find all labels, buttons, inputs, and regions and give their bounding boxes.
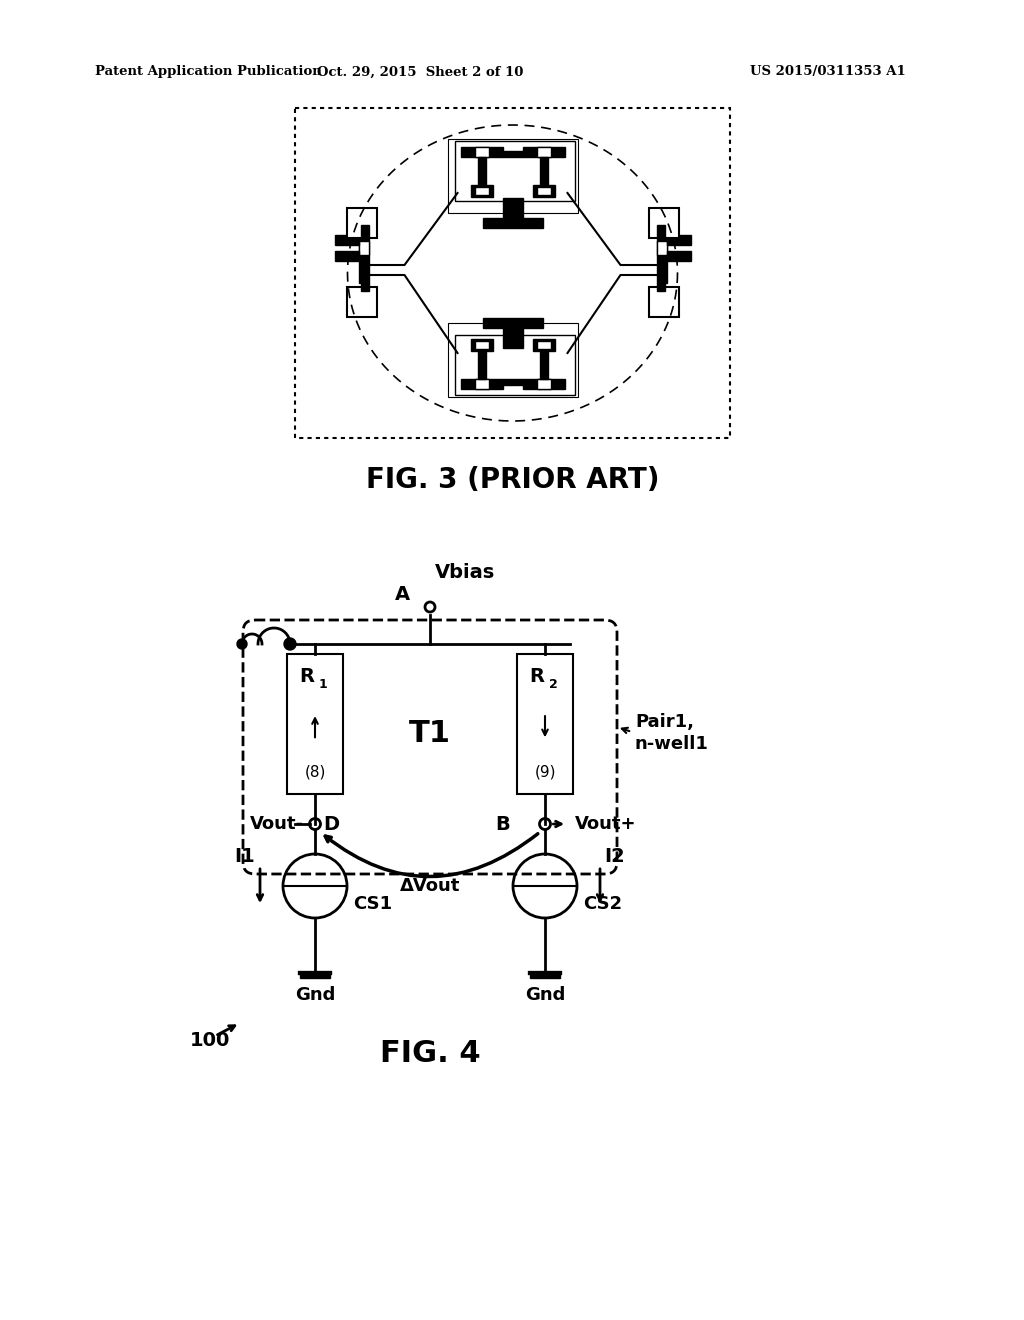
Polygon shape <box>482 218 543 228</box>
Polygon shape <box>537 379 551 389</box>
Bar <box>648 209 679 238</box>
Polygon shape <box>477 157 485 185</box>
Text: Patent Application Publication: Patent Application Publication <box>95 66 322 78</box>
Polygon shape <box>522 379 564 389</box>
Text: CS2: CS2 <box>583 895 623 913</box>
Text: Vout+: Vout+ <box>575 814 637 833</box>
Text: Vout-: Vout- <box>250 814 304 833</box>
Polygon shape <box>656 242 667 255</box>
Polygon shape <box>335 251 358 261</box>
Text: T1: T1 <box>409 719 451 748</box>
Bar <box>287 653 343 795</box>
Polygon shape <box>503 323 522 348</box>
Polygon shape <box>537 341 551 348</box>
Polygon shape <box>474 147 488 157</box>
Polygon shape <box>358 224 369 282</box>
Bar <box>295 108 730 438</box>
Text: R: R <box>299 667 314 685</box>
Text: FIG. 3 (PRIOR ART): FIG. 3 (PRIOR ART) <box>366 466 659 494</box>
Bar <box>346 209 377 238</box>
Text: ΔVout: ΔVout <box>399 876 460 895</box>
Polygon shape <box>300 973 330 978</box>
Polygon shape <box>358 242 369 255</box>
Polygon shape <box>656 282 665 290</box>
Polygon shape <box>503 379 522 385</box>
Polygon shape <box>530 973 560 978</box>
Text: (8): (8) <box>304 764 326 780</box>
FancyBboxPatch shape <box>243 620 617 874</box>
Polygon shape <box>537 187 551 195</box>
Text: B: B <box>496 814 510 833</box>
Polygon shape <box>532 339 555 351</box>
Text: Oct. 29, 2015  Sheet 2 of 10: Oct. 29, 2015 Sheet 2 of 10 <box>316 66 523 78</box>
Bar <box>447 323 578 397</box>
Text: I2: I2 <box>604 846 626 866</box>
Text: Vbias: Vbias <box>435 562 496 582</box>
Polygon shape <box>537 147 551 157</box>
Polygon shape <box>482 318 543 327</box>
Polygon shape <box>474 187 488 195</box>
Circle shape <box>237 639 247 649</box>
Polygon shape <box>477 351 485 379</box>
Polygon shape <box>461 147 503 157</box>
Polygon shape <box>503 198 522 223</box>
Text: D: D <box>323 814 339 833</box>
Text: n-well1: n-well1 <box>635 735 709 752</box>
Polygon shape <box>360 224 369 238</box>
Polygon shape <box>656 224 667 282</box>
Polygon shape <box>470 185 493 197</box>
Text: US 2015/0311353 A1: US 2015/0311353 A1 <box>750 66 906 78</box>
Bar <box>648 286 679 317</box>
Text: (9): (9) <box>535 764 556 780</box>
Text: Gnd: Gnd <box>295 986 335 1005</box>
Bar <box>346 286 377 317</box>
Text: R: R <box>529 667 545 685</box>
Polygon shape <box>461 379 503 389</box>
Bar <box>455 141 574 201</box>
Text: I1: I1 <box>234 846 255 866</box>
Text: CS1: CS1 <box>353 895 392 913</box>
Polygon shape <box>474 379 488 389</box>
Text: A: A <box>395 585 410 603</box>
Polygon shape <box>532 185 555 197</box>
Text: 2: 2 <box>549 677 557 690</box>
Text: FIG. 4: FIG. 4 <box>380 1039 480 1068</box>
Polygon shape <box>667 251 690 261</box>
Bar <box>455 335 574 395</box>
Polygon shape <box>522 147 564 157</box>
Circle shape <box>284 638 296 649</box>
Text: 1: 1 <box>318 677 328 690</box>
Polygon shape <box>470 339 493 351</box>
Text: 100: 100 <box>190 1031 230 1049</box>
Bar <box>447 139 578 213</box>
Polygon shape <box>540 351 548 379</box>
Text: Gnd: Gnd <box>525 986 565 1005</box>
Polygon shape <box>667 235 690 246</box>
Text: Pair1,: Pair1, <box>635 713 694 731</box>
Polygon shape <box>335 235 358 246</box>
Polygon shape <box>540 157 548 185</box>
Polygon shape <box>360 282 369 290</box>
Polygon shape <box>503 150 522 157</box>
Bar <box>517 653 573 795</box>
Polygon shape <box>656 224 665 238</box>
Polygon shape <box>474 341 488 348</box>
